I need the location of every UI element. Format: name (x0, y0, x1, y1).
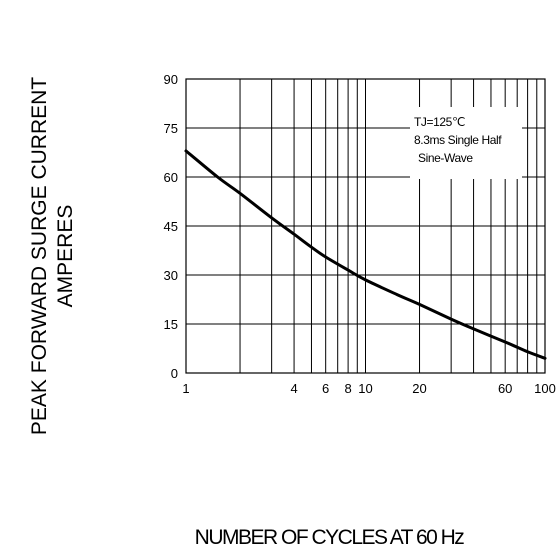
annotation-line-2: 8.3ms Single Half (414, 133, 502, 147)
x-tick-label: 4 (290, 381, 297, 396)
x-tick-label: 20 (412, 381, 426, 396)
annotation-background (410, 107, 522, 179)
y-axis-label-line-1: PEAK FORWARD SURGE CURRENT (28, 77, 51, 435)
x-tick-label: 100 (534, 381, 556, 396)
y-tick-label: 75 (164, 121, 178, 136)
y-tick-label: 90 (164, 72, 178, 87)
x-tick-label: 1 (182, 381, 189, 396)
y-tick-label: 15 (164, 317, 178, 332)
x-tick-label: 6 (322, 381, 329, 396)
annotation-box: TJ=125℃ 8.3ms Single Half Sine-Wave (410, 107, 522, 179)
tick-labels: 0 15 30 45 60 75 90 1 4 6 8 10 20 60 100 (164, 72, 556, 396)
y-tick-label: 30 (164, 268, 178, 283)
x-tick-label: 10 (358, 381, 372, 396)
surge-current-curve (184, 149, 547, 360)
y-tick-label: 0 (171, 366, 178, 381)
y-tick-label: 45 (164, 219, 178, 234)
annotation-line-3: Sine-Wave (418, 151, 473, 165)
annotation-line-1: TJ=125℃ (414, 115, 465, 129)
x-tick-label: 60 (498, 381, 512, 396)
x-tick-label: 8 (344, 381, 351, 396)
y-tick-label: 60 (164, 170, 178, 185)
plot-frame (185, 78, 546, 374)
y-axis-label: PEAK FORWARD SURGE CURRENT AMPERES (28, 77, 77, 435)
y-axis-label-line-2: AMPERES (54, 205, 77, 308)
x-axis-label: NUMBER OF CYCLES AT 60 Hz (195, 526, 465, 549)
